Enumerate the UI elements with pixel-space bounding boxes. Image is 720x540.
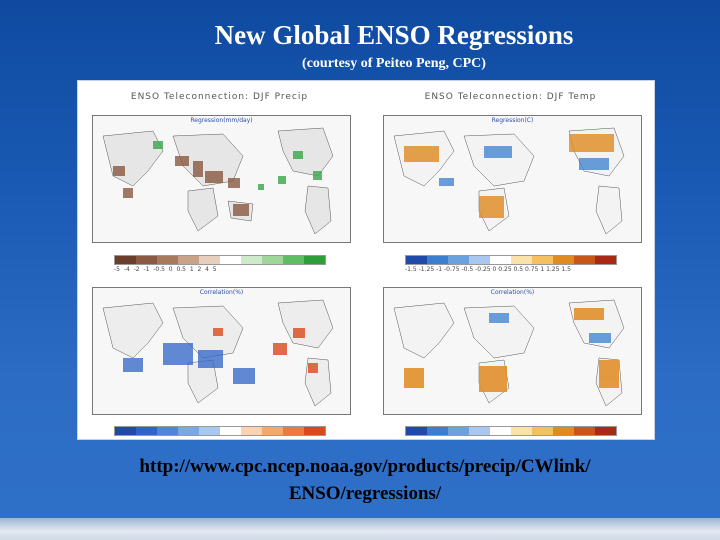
precip-column: ENSO Teleconnection: DJF Precip Regressi… (78, 81, 361, 439)
precip-correlation-colorbar (114, 426, 326, 436)
precip-correlation-plot (102, 299, 334, 407)
temp-regression-ticks: -1.5 -1.25 -1 -0.75 -0.5 -0.25 0 0.25 0.… (405, 266, 571, 273)
temp-regression-map: Regression(C) (383, 115, 642, 243)
precip-regression-ticks: -5 -4 -2 -1 -0.5 0 0.5 1 2 4 5 (114, 266, 217, 273)
precip-regression-label: Regression(mm/day) (190, 117, 253, 124)
temp-panel-title: ENSO Teleconnection: DJF Temp (424, 92, 597, 102)
slide-title: New Global ENSO Regressions (214, 20, 574, 50)
footer-bar (0, 518, 720, 540)
precip-regression-colorbar (114, 255, 326, 265)
precip-regression-map: Regression(mm/day) (92, 115, 351, 243)
temp-column: ENSO Teleconnection: DJF Temp Regression… (369, 81, 652, 439)
temp-correlation-map: Correlation(%) (383, 287, 642, 415)
precip-regression-plot (102, 127, 334, 235)
source-url-line-1[interactable]: http://www.cpc.ncep.noaa.gov/products/pr… (139, 456, 591, 477)
slide-subtitle: (courtesy of Peiteo Peng, CPC) (302, 56, 486, 71)
temp-correlation-colorbar (405, 426, 617, 436)
temp-correlation-label: Correlation(%) (490, 289, 535, 296)
enso-figure: ENSO Teleconnection: DJF Precip Regressi… (77, 80, 655, 440)
precip-panel-title: ENSO Teleconnection: DJF Precip (130, 92, 309, 102)
source-url-line-2[interactable]: ENSO/regressions/ (288, 483, 442, 504)
temp-regression-plot (393, 127, 625, 235)
temp-correlation-plot (393, 299, 625, 407)
precip-correlation-label: Correlation(%) (199, 289, 244, 296)
temp-regression-colorbar (405, 255, 617, 265)
precip-correlation-map: Correlation(%) (92, 287, 351, 415)
temp-regression-label: Regression(C) (491, 117, 534, 124)
source-url[interactable]: http://www.cpc.ncep.noaa.gov/products/pr… (0, 453, 720, 507)
